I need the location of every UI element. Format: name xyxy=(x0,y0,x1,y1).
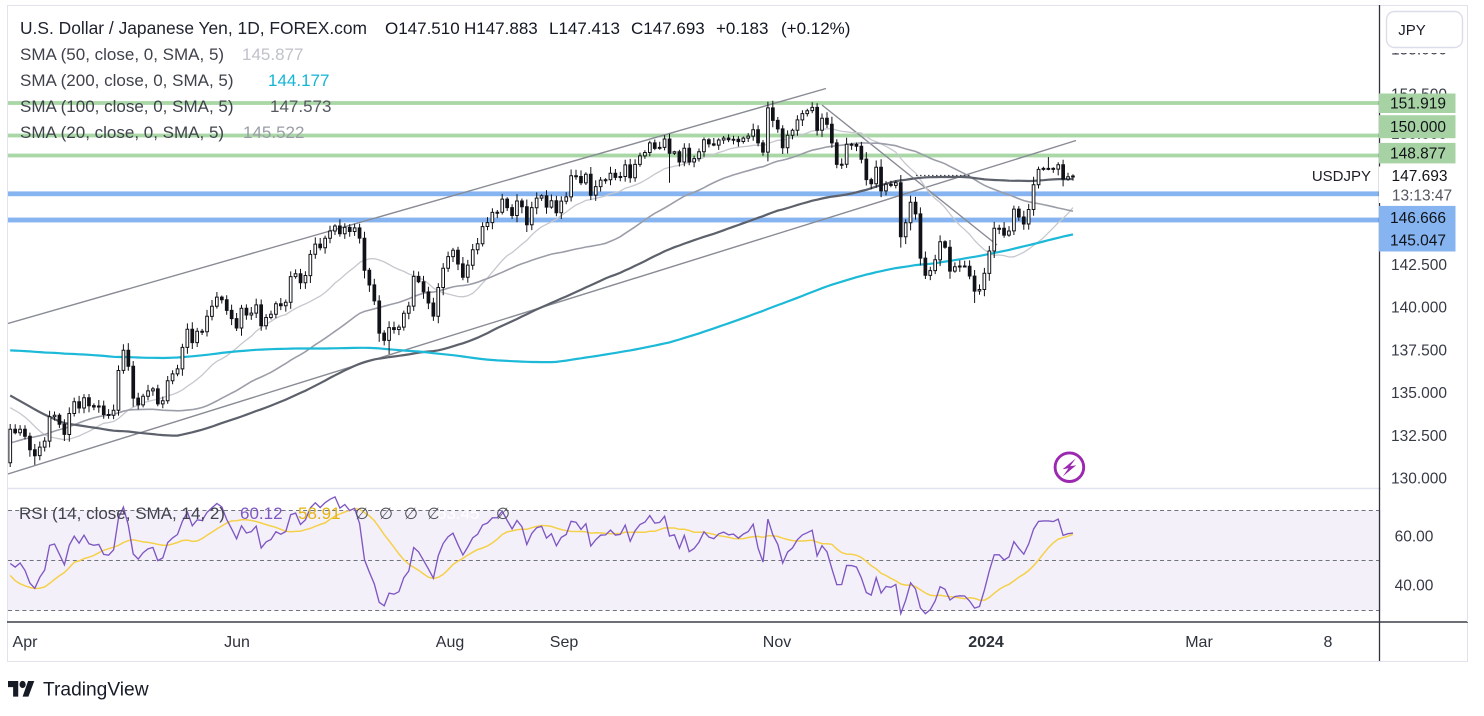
svg-text:2024: 2024 xyxy=(968,634,1004,651)
svg-text:8: 8 xyxy=(1324,634,1333,651)
svg-text:C147.693: C147.693 xyxy=(631,19,705,38)
svg-text:RSI (14, close, SMA, 14, 2): RSI (14, close, SMA, 14, 2) xyxy=(19,504,225,523)
svg-text:∅: ∅ xyxy=(496,506,510,523)
svg-text:151.919: 151.919 xyxy=(1390,96,1446,113)
svg-text:145.047: 145.047 xyxy=(1390,233,1446,250)
svg-text:60.00: 60.00 xyxy=(1395,528,1434,545)
svg-text:Sep: Sep xyxy=(550,634,579,651)
svg-text:142.500: 142.500 xyxy=(1391,257,1447,274)
svg-text:O147.510: O147.510 xyxy=(385,19,460,38)
svg-text:40.00: 40.00 xyxy=(1395,577,1434,594)
svg-text:SMA (200, close, 0, SMA, 5): SMA (200, close, 0, SMA, 5) xyxy=(20,71,234,90)
svg-text:SMA (50, close, 0, SMA, 5): SMA (50, close, 0, SMA, 5) xyxy=(20,45,224,64)
svg-text:∅: ∅ xyxy=(404,506,418,523)
svg-text:130.000: 130.000 xyxy=(1391,470,1447,487)
svg-text:USDJPY: USDJPY xyxy=(1312,168,1371,185)
svg-text:140.000: 140.000 xyxy=(1391,300,1447,317)
svg-text:144.177: 144.177 xyxy=(268,71,329,90)
svg-text:Aug: Aug xyxy=(436,634,464,651)
svg-text:∅: ∅ xyxy=(355,506,369,523)
svg-text:Nov: Nov xyxy=(763,634,791,651)
svg-text:150.000: 150.000 xyxy=(1390,119,1446,136)
svg-text:U.S. Dollar / Japanese Yen, 1D: U.S. Dollar / Japanese Yen, 1D, FOREX.co… xyxy=(20,18,367,38)
svg-text:SMA (20, close, 0, SMA, 5): SMA (20, close, 0, SMA, 5) xyxy=(20,123,224,142)
svg-text:TradingView: TradingView xyxy=(43,680,149,701)
svg-text:137.500: 137.500 xyxy=(1391,342,1447,359)
svg-text:13:13:47: 13:13:47 xyxy=(1392,188,1452,205)
svg-text:145.877: 145.877 xyxy=(242,45,303,64)
svg-text:145.522: 145.522 xyxy=(243,123,304,142)
svg-text:60.12: 60.12 xyxy=(240,504,283,523)
svg-text:SMA (100, close, 0, SMA, 5): SMA (100, close, 0, SMA, 5) xyxy=(20,97,234,116)
svg-text:147.693: 147.693 xyxy=(1391,168,1447,185)
svg-text:H147.883: H147.883 xyxy=(464,19,538,38)
svg-text:Mar: Mar xyxy=(1185,634,1213,651)
svg-text:Apr: Apr xyxy=(13,634,39,651)
svg-text:+0.183: +0.183 xyxy=(716,19,768,38)
svg-text:147.573: 147.573 xyxy=(270,97,331,116)
svg-text:148.877: 148.877 xyxy=(1390,146,1446,163)
svg-text:(+0.12%): (+0.12%) xyxy=(781,19,850,38)
svg-text:135.000: 135.000 xyxy=(1391,385,1447,402)
svg-text:∅: ∅ xyxy=(379,506,393,523)
svg-text:146.666: 146.666 xyxy=(1390,210,1446,227)
svg-text:63.45: 63.45 xyxy=(437,504,480,523)
svg-text:Jun: Jun xyxy=(224,634,250,651)
svg-text:132.500: 132.500 xyxy=(1391,428,1447,445)
svg-text:∅: ∅ xyxy=(427,506,441,523)
svg-text:58.91: 58.91 xyxy=(298,504,341,523)
svg-text:L147.413: L147.413 xyxy=(549,19,620,38)
svg-text:JPY: JPY xyxy=(1398,22,1426,39)
